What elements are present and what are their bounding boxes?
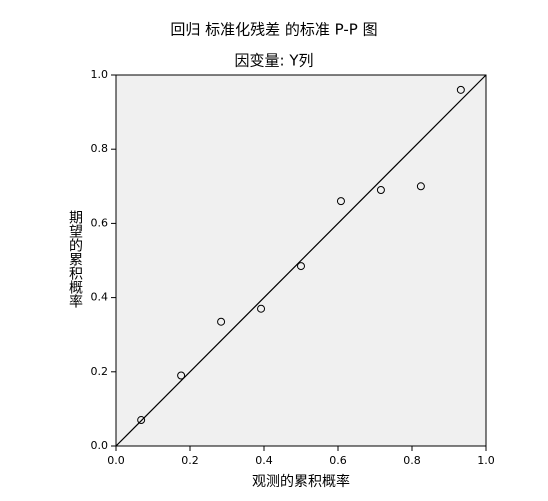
x-tick-label: 0.6 — [329, 454, 347, 467]
x-tick-label: 0.0 — [107, 454, 125, 467]
x-tick-label: 0.8 — [403, 454, 421, 467]
reference-line — [115, 74, 487, 447]
point — [416, 182, 425, 191]
x-tick-label: 1.0 — [477, 454, 495, 467]
y-tick-label: 0.6 — [91, 216, 109, 229]
x-tick-label: 0.2 — [181, 454, 199, 467]
point — [376, 186, 385, 195]
point — [336, 197, 345, 206]
point — [137, 416, 146, 425]
point — [297, 262, 305, 271]
y-tick-label: 0.0 — [91, 439, 109, 452]
y-tick-label: 0.4 — [91, 291, 109, 304]
point — [177, 371, 186, 380]
y-axis-title: 期望的累积概率 — [67, 210, 83, 308]
y-tick-label: 0.8 — [91, 142, 109, 155]
x-axis-title: 观测的累积概率 — [252, 473, 350, 490]
x-tick-label: 0.4 — [255, 454, 273, 467]
point — [456, 85, 465, 94]
chart-title: 回归 标准化残差 的标准 P-P 图 — [170, 21, 377, 39]
y-tick-label: 1.0 — [91, 68, 109, 81]
y-tick-label: 0.2 — [91, 365, 109, 378]
chart-subtitle: 因变量: Y列 — [235, 52, 314, 70]
point — [257, 304, 266, 313]
point — [217, 317, 226, 326]
